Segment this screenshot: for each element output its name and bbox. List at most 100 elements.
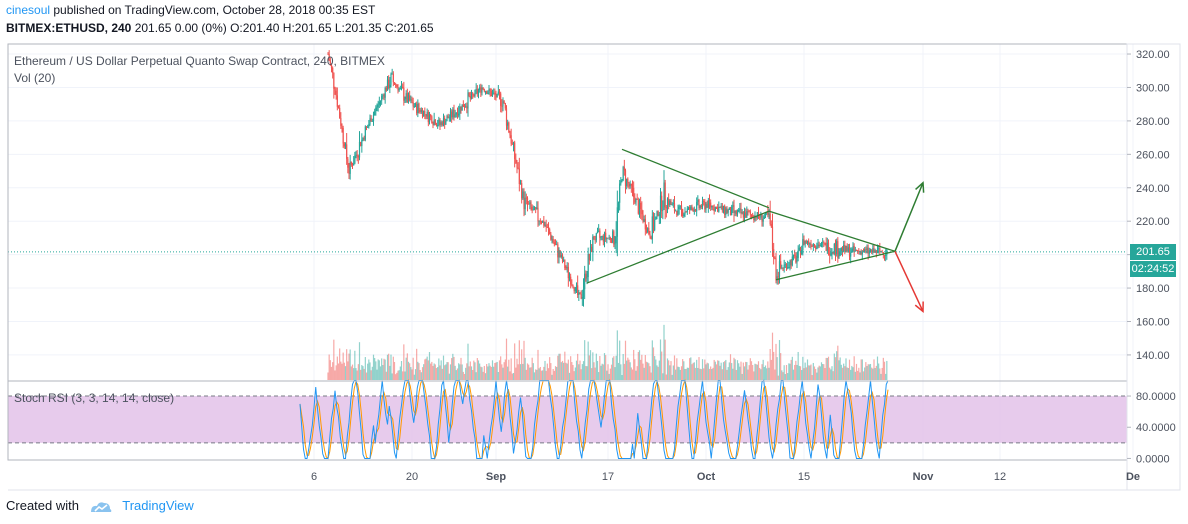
volume-bar (480, 366, 482, 380)
volume-bar (714, 361, 716, 380)
volume-bar (678, 367, 680, 380)
legend-stoch-rsi: Stoch RSI (3, 3, 14, 14, close) (14, 391, 175, 405)
volume-bar (414, 369, 417, 380)
volume-bar (796, 364, 798, 380)
candle-body (522, 191, 524, 199)
candle-body (792, 254, 795, 257)
volume-bar (659, 339, 662, 380)
candle-body (574, 287, 576, 292)
volume-bar (437, 367, 439, 380)
candle-body (484, 91, 487, 93)
candle-body (540, 221, 543, 223)
volume-bar (808, 365, 810, 380)
volume-bar (409, 363, 411, 380)
volume-bar (448, 373, 450, 380)
candle-body (524, 197, 526, 210)
volume-bar (594, 367, 596, 380)
candle-body (655, 216, 657, 220)
volume-bar (552, 369, 554, 380)
candle-body (355, 154, 357, 156)
candle-body (693, 209, 695, 212)
candle-body (689, 207, 691, 210)
volume-bar (402, 371, 404, 380)
volume-bar (347, 361, 349, 380)
volume-bar (536, 369, 538, 380)
candle-body (361, 139, 363, 147)
candle-body (679, 205, 681, 207)
time-tick-label: 17 (602, 471, 614, 483)
candle-body (572, 285, 574, 288)
volume-bar (504, 359, 506, 380)
volume-bar (426, 356, 428, 380)
volume-bar (340, 361, 342, 380)
volume-bar (336, 356, 338, 380)
candle-body (477, 90, 480, 94)
candle-body (350, 161, 352, 165)
candle-body (671, 204, 673, 205)
candle-body (438, 119, 440, 125)
candle-body (538, 220, 540, 222)
candle-body (808, 240, 810, 245)
volume-bar (859, 372, 861, 380)
volume-bar (528, 364, 530, 380)
candle-body (714, 206, 716, 211)
volume-bar (810, 364, 812, 380)
volume-bar (395, 374, 397, 380)
candle-body (770, 224, 772, 227)
candle-body (747, 210, 749, 212)
candle-body (719, 206, 721, 208)
volume-bar (750, 361, 753, 380)
candle-body (425, 114, 427, 117)
price-tick-label: 220.00 (1136, 216, 1170, 228)
candle-body (817, 244, 819, 248)
candle-body (753, 217, 755, 220)
candle-body (358, 141, 361, 158)
volume-bar (619, 340, 621, 380)
candle-body (367, 126, 369, 128)
volume-bar (736, 360, 739, 380)
volume-bar (411, 369, 413, 380)
volume-bar (533, 372, 536, 380)
volume-bar (460, 357, 462, 380)
price-tick-label: 260.00 (1136, 149, 1170, 161)
volume-bar (866, 365, 868, 380)
candle-body (573, 287, 575, 292)
volume-bar (729, 354, 732, 380)
candle-body (537, 207, 539, 222)
candle-body (600, 236, 602, 238)
volume-bar (656, 365, 658, 380)
candle-body (624, 170, 627, 186)
volume-bar (557, 355, 559, 380)
author-name[interactable]: cinesoul (6, 3, 51, 17)
candle-body (816, 247, 818, 249)
volume-bar (377, 359, 379, 380)
volume-bar (787, 373, 789, 380)
volume-bar (652, 347, 655, 380)
candle-body (337, 106, 340, 108)
volume-bar (769, 349, 771, 380)
candle-body (806, 240, 809, 243)
volume-bar (442, 355, 445, 380)
candle-body (368, 124, 370, 127)
volume-bar (361, 365, 363, 380)
volume-bar (545, 370, 547, 380)
candle-body (866, 247, 868, 250)
volume-bar (650, 372, 652, 380)
tradingview-brand-link[interactable]: TradingView (122, 498, 194, 513)
volume-bar (685, 369, 687, 380)
volume-bar (749, 358, 751, 380)
candle-body (832, 251, 834, 254)
volume-bar (425, 358, 427, 380)
volume-bar (733, 357, 735, 380)
volume-bar (349, 349, 351, 380)
candle-body (879, 248, 881, 252)
candle-body (374, 111, 376, 116)
volume-bar (479, 363, 481, 380)
candle-body (669, 200, 671, 206)
volume-bar (626, 360, 628, 380)
candle-body (518, 168, 520, 185)
price-tick-label: 280.00 (1136, 116, 1170, 128)
candle-body (502, 101, 504, 107)
candle-body (591, 246, 593, 252)
